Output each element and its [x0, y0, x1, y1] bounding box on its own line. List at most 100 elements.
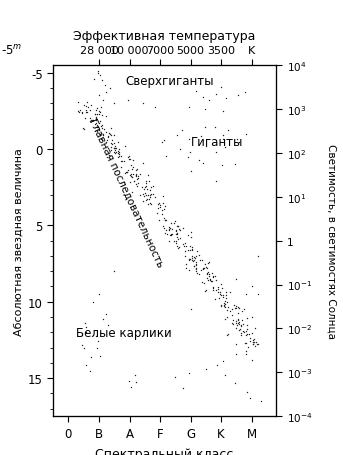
- Point: [193, 261, 199, 268]
- Point: [103, 89, 108, 96]
- Point: [108, 132, 114, 139]
- Point: [187, 136, 192, 143]
- Point: [190, 247, 195, 254]
- Point: [190, 254, 195, 262]
- Point: [115, 139, 120, 147]
- Point: [223, 295, 228, 303]
- Point: [111, 140, 117, 147]
- Point: [175, 244, 180, 252]
- Point: [182, 253, 188, 260]
- Point: [192, 254, 197, 262]
- Point: [203, 106, 208, 113]
- Point: [98, 123, 103, 130]
- Point: [94, 120, 99, 127]
- Point: [187, 247, 193, 254]
- Point: [177, 227, 183, 234]
- Point: [111, 268, 117, 275]
- Point: [131, 172, 136, 179]
- Point: [167, 224, 173, 232]
- Point: [144, 186, 150, 193]
- Point: [96, 127, 102, 134]
- Point: [103, 113, 109, 121]
- Point: [222, 371, 228, 379]
- Point: [213, 177, 218, 185]
- Point: [242, 90, 248, 97]
- Point: [141, 191, 146, 198]
- Point: [198, 267, 204, 274]
- Point: [83, 324, 89, 331]
- Point: [128, 162, 133, 169]
- Point: [109, 140, 114, 147]
- Point: [97, 131, 103, 138]
- Point: [155, 201, 161, 208]
- Point: [94, 128, 99, 135]
- Point: [173, 228, 179, 235]
- Point: [147, 194, 153, 201]
- Point: [142, 192, 147, 200]
- Point: [243, 340, 248, 347]
- Point: [236, 327, 242, 334]
- Point: [107, 130, 112, 137]
- Point: [173, 218, 178, 225]
- Point: [111, 132, 116, 139]
- Point: [235, 319, 241, 327]
- Point: [186, 369, 192, 377]
- Point: [84, 99, 90, 106]
- Point: [161, 215, 166, 222]
- Point: [198, 133, 203, 140]
- Point: [128, 171, 134, 178]
- Point: [206, 271, 211, 278]
- Point: [192, 257, 197, 264]
- Point: [131, 178, 137, 185]
- Point: [157, 203, 162, 211]
- Point: [83, 329, 89, 336]
- Point: [213, 124, 218, 131]
- Point: [166, 226, 172, 233]
- Point: [186, 105, 191, 112]
- Point: [158, 202, 163, 209]
- Point: [173, 227, 178, 234]
- Point: [99, 77, 105, 85]
- Point: [148, 187, 153, 194]
- Point: [133, 378, 139, 385]
- Point: [227, 308, 233, 315]
- Point: [193, 264, 199, 272]
- Point: [147, 200, 153, 207]
- Point: [129, 167, 134, 174]
- Point: [75, 108, 81, 116]
- Point: [219, 162, 225, 169]
- Point: [174, 131, 179, 139]
- Point: [183, 264, 189, 272]
- X-axis label: Эффективная температура: Эффективная температура: [73, 30, 256, 43]
- Point: [167, 224, 172, 231]
- Point: [95, 111, 100, 118]
- Point: [105, 145, 110, 152]
- Point: [244, 131, 249, 138]
- Point: [83, 109, 88, 116]
- Point: [250, 341, 256, 348]
- Point: [116, 149, 122, 157]
- Point: [241, 306, 247, 313]
- Point: [238, 323, 243, 330]
- Point: [134, 176, 139, 183]
- Point: [236, 309, 241, 317]
- Point: [229, 305, 235, 313]
- Point: [204, 271, 210, 278]
- Point: [226, 330, 231, 338]
- Point: [150, 182, 155, 190]
- Point: [234, 303, 239, 310]
- Point: [185, 247, 190, 254]
- Point: [88, 354, 94, 361]
- Point: [234, 136, 239, 144]
- Point: [228, 289, 233, 296]
- Point: [174, 222, 180, 230]
- Point: [102, 82, 108, 89]
- Point: [196, 252, 201, 259]
- Point: [161, 206, 166, 213]
- Point: [178, 147, 183, 154]
- Point: [128, 172, 133, 179]
- Point: [152, 194, 157, 202]
- Point: [249, 356, 255, 364]
- Point: [220, 132, 226, 139]
- Point: [126, 97, 131, 105]
